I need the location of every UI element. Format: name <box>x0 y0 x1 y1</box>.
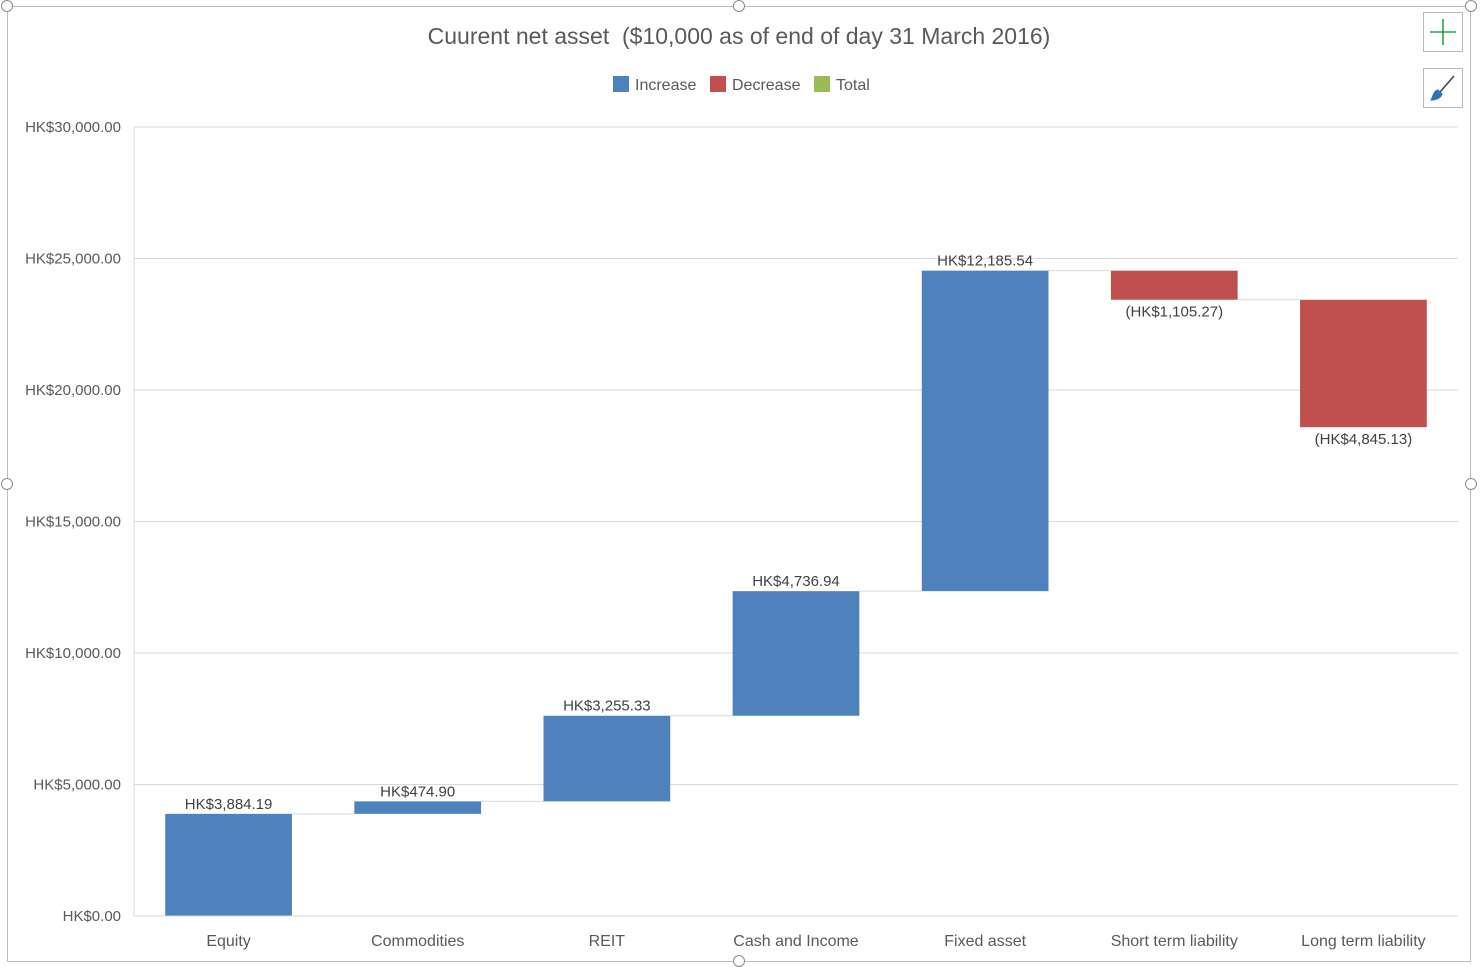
y-tick-label: HK$25,000.00 <box>25 251 121 268</box>
legend-swatch <box>613 76 629 92</box>
y-axis: HK$0.00 HK$5,000.00 HK$10,000.00 HK$15,000.… <box>25 119 135 925</box>
bar-commodities[interactable] <box>354 801 482 814</box>
connector-lines <box>291 270 1301 815</box>
x-axis: Equity Commodities REIT Cash and Income Fixe… <box>134 915 1458 950</box>
legend-label: Total <box>836 77 870 94</box>
x-tick-label: REIT <box>589 933 626 950</box>
x-tick-label: Short term liability <box>1111 933 1238 950</box>
x-tick-label: Commodities <box>371 933 464 950</box>
chart-title: Cuurent net asset ($10,000 as of end of … <box>428 23 1051 49</box>
plus-icon <box>1430 19 1456 45</box>
bar-equity[interactable] <box>165 813 292 916</box>
resize-handle-top-right[interactable] <box>1465 0 1477 12</box>
x-tick-label: Equity <box>206 933 250 950</box>
y-tick-label: HK$30,000.00 <box>25 119 121 136</box>
y-tick-label: HK$20,000.00 <box>25 382 121 399</box>
resize-handle-mid-left[interactable] <box>1 478 13 490</box>
bar-cash-and-income[interactable] <box>732 591 860 716</box>
paintbrush-icon <box>1430 75 1455 101</box>
bar-long-term-liability[interactable] <box>1300 299 1427 428</box>
chart-area[interactable] <box>7 6 1471 962</box>
data-label: (HK$1,105.27) <box>1126 304 1224 321</box>
legend-item-increase[interactable]: Increase <box>613 76 696 94</box>
legend-item-total[interactable]: Total <box>814 76 870 94</box>
legend-swatch <box>814 76 830 92</box>
data-labels: HK$3,884.19 HK$474.90 HK$3,255.33 HK$4,736.… <box>185 253 1412 813</box>
data-label: HK$12,185.54 <box>937 253 1033 270</box>
y-tick-label: HK$15,000.00 <box>25 514 121 531</box>
resize-handle-top-left[interactable] <box>1 0 13 12</box>
bars <box>165 270 1427 916</box>
legend-swatch <box>710 76 726 92</box>
bar-reit[interactable] <box>543 715 671 802</box>
resize-handle-mid-right[interactable] <box>1465 478 1477 490</box>
x-tick-label: Long term liability <box>1301 933 1426 950</box>
data-label: HK$3,255.33 <box>563 698 651 715</box>
y-tick-label: HK$10,000.00 <box>25 645 121 662</box>
x-tick-label: Fixed asset <box>944 933 1026 950</box>
chart-styles-button[interactable] <box>1423 68 1463 108</box>
data-label: HK$4,736.94 <box>752 573 840 590</box>
data-label: HK$474.90 <box>380 783 455 800</box>
bar-short-term-liability[interactable] <box>1110 270 1238 300</box>
y-tick-label: HK$5,000.00 <box>33 777 121 794</box>
chart-elements-button[interactable] <box>1423 12 1463 52</box>
resize-handle-top-center[interactable] <box>733 0 745 12</box>
gridlines <box>134 126 1458 917</box>
data-label: (HK$4,845.13) <box>1315 431 1413 448</box>
bar-fixed-asset[interactable] <box>921 270 1049 592</box>
y-tick-label: HK$0.00 <box>63 908 121 925</box>
resize-handle-bottom-center[interactable] <box>733 955 745 967</box>
legend-item-decrease[interactable]: Decrease <box>710 76 801 94</box>
chart-legend[interactable]: Increase Decrease Total <box>613 76 870 94</box>
legend-label: Increase <box>635 77 696 94</box>
legend-label: Decrease <box>732 77 801 94</box>
data-label: HK$3,884.19 <box>185 796 273 813</box>
x-tick-label: Cash and Income <box>733 933 859 950</box>
